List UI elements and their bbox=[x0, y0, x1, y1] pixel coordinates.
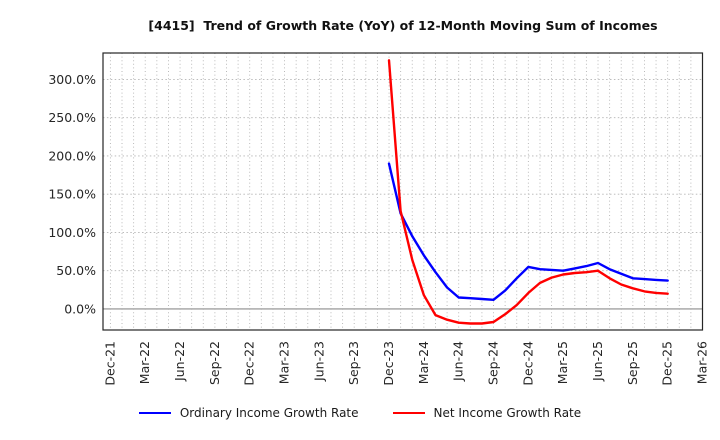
y-tick-label: 200.0% bbox=[48, 148, 96, 163]
x-tick-label: Mar-26 bbox=[695, 341, 710, 384]
x-tick-label: Dec-22 bbox=[242, 341, 257, 386]
net-income-line-swatch bbox=[392, 412, 425, 414]
chart-title: [4415] Trend of Growth Rate (YoY) of 12-… bbox=[148, 18, 658, 33]
plot-border bbox=[102, 52, 704, 331]
net-income-line bbox=[387, 59, 669, 325]
y-tick-label: 0.0% bbox=[64, 301, 96, 316]
x-tick-label: Dec-25 bbox=[660, 341, 675, 386]
x-tick-label: Sep-22 bbox=[207, 341, 222, 385]
x-tick-label: Mar-24 bbox=[416, 341, 431, 384]
y-tick-label: 300.0% bbox=[48, 72, 96, 87]
x-tick-label: Mar-25 bbox=[555, 341, 570, 384]
x-tick-label: Dec-21 bbox=[102, 341, 117, 386]
x-tick-label: Dec-24 bbox=[520, 341, 535, 386]
ordinary-income-line bbox=[387, 162, 669, 301]
legend-item-net-income: Net Income Growth Rate bbox=[392, 406, 582, 420]
legend: Ordinary Income Growth Rate Net Income G… bbox=[0, 401, 720, 425]
x-tick-label: Jun-23 bbox=[311, 341, 326, 382]
x-tick-label: Dec-23 bbox=[381, 341, 396, 386]
y-tick-label: 250.0% bbox=[48, 110, 96, 125]
x-tick-label: Mar-23 bbox=[277, 341, 292, 384]
y-tick-label: 50.0% bbox=[56, 263, 96, 278]
y-tick-label: 150.0% bbox=[48, 187, 96, 202]
x-tick-label: Jun-24 bbox=[451, 341, 466, 382]
x-tick-label: Jun-25 bbox=[590, 341, 605, 382]
x-tick-label: Jun-22 bbox=[172, 341, 187, 382]
x-tick-label: Sep-23 bbox=[346, 341, 361, 385]
x-tick-label: Sep-24 bbox=[486, 341, 501, 385]
legend-item-ordinary-income: Ordinary Income Growth Rate bbox=[138, 406, 359, 420]
legend-label-net-income: Net Income Growth Rate bbox=[433, 406, 582, 420]
ordinary-income-line-swatch bbox=[138, 412, 171, 414]
x-tick-label: Sep-25 bbox=[625, 341, 640, 385]
x-tick-label: Mar-22 bbox=[137, 341, 152, 384]
legend-label-ordinary-income: Ordinary Income Growth Rate bbox=[179, 406, 359, 420]
y-tick-label: 100.0% bbox=[48, 225, 96, 240]
